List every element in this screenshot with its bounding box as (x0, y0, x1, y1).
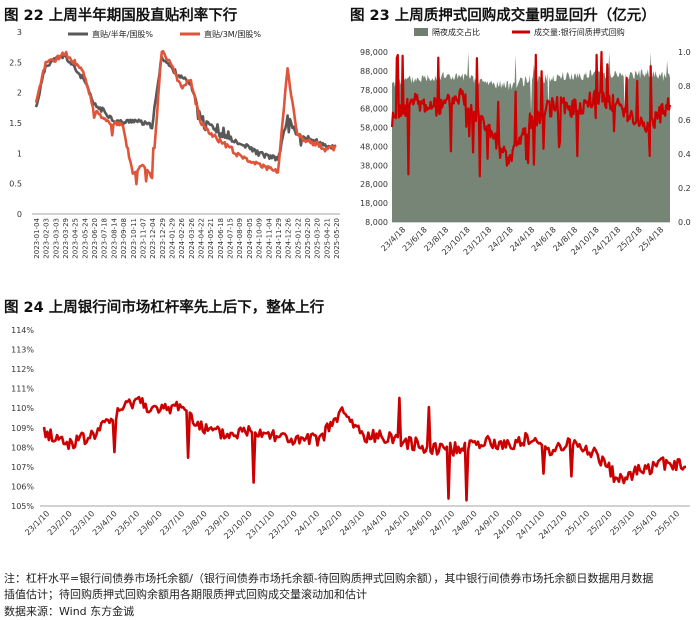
fig22-legend-label-1: 直贴/3M/国股% (204, 29, 261, 39)
fig24-y-tick-label: 114% (11, 326, 34, 335)
fig23-y-left-tick-label: 78,000 (360, 86, 388, 95)
fig23-ratio-area (392, 52, 670, 222)
fig23-y-right-tick-label: 0.8 (678, 82, 691, 91)
fig22-x-tick-label: 2023-03-03 (52, 218, 60, 259)
fig23-chart: 8,000 18,000 28,000 38,000 48,000 58,000 68,00… (360, 27, 691, 257)
fig24-y-tick-label: 111% (11, 385, 34, 394)
fig22-x-tick-label: 2024-01-29 (168, 218, 176, 259)
fig22-x-tick-label: 2023-09-08 (120, 218, 128, 259)
fig23-legend-label-line: 成交量:银行间质押式回购 (534, 27, 625, 37)
fig24-y-tick-label: 113% (11, 346, 34, 355)
fig23-y-right-tick-label: 0.6 (678, 116, 691, 125)
fig22-legend-label-0: 直贴/半年/国股% (92, 29, 153, 39)
fig23-y-left-tick-label: 28,000 (360, 180, 388, 189)
data-source: 数据来源：Wind 东方金诚 (4, 605, 135, 618)
fig22-x-tick-label: 2024-04-22 (198, 218, 206, 259)
fig23-y-left-tick-label: 18,000 (360, 199, 388, 208)
fig22-x-tick-label: 2023-08-14 (110, 217, 118, 258)
fig23-y-left-tick-label: 98,000 (360, 48, 388, 57)
fig24-y-tick-label: 107% (11, 463, 34, 472)
fig23-y-right-tick-label: 0.0 (678, 218, 691, 227)
fig23-y-left-tick-label: 38,000 (360, 161, 388, 170)
fig22-series-0-line (34, 53, 337, 162)
fig22-x-tick-label: 2023-03-29 (62, 218, 70, 259)
fig24-leverage-line (42, 395, 686, 502)
note-line-2: 插值估计；待回购质押式回购余额用各期限质押式回购成交量滚动加和估计 (4, 588, 367, 601)
fig22-x-tick-label: 2023-02-03 (43, 218, 51, 259)
fig24-y-tick-label: 112% (11, 365, 34, 374)
fig22-x-tick-label: 2023-01-04 (33, 217, 41, 258)
fig24-chart: 105% 106% 107% 108% 109% 110% 111% 112% 113% 114%… (11, 326, 690, 541)
fig22-title: 图 22 上周半年期国股直贴利率下行 (4, 8, 238, 24)
fig22-x-tick-label: 2025-04-21 (323, 218, 331, 259)
fig22-x-tick-label: 2025-01-22 (294, 218, 302, 259)
fig22-x-tick-label: 2024-02-26 (178, 217, 186, 258)
fig23-y-left-tick-label: 8,000 (365, 218, 388, 227)
fig24-y-tick-label: 105% (11, 502, 34, 511)
fig22-x-tick-label: 2024-05-21 (207, 218, 215, 259)
fig24-title: 图 24 上周银行间市场杠杆率先上后下，整体上行 (4, 300, 325, 316)
fig22-y-tick-label: 0.5 (9, 180, 22, 189)
fig24-y-tick-label: 106% (11, 482, 34, 491)
fig22-x-tick-label: 2025-03-20 (314, 218, 322, 259)
fig22-y-tick-label: 1 (17, 149, 22, 158)
fig22-x-tick-label: 2025-02-20 (304, 218, 312, 259)
fig22-x-tick-label: 2023-06-20 (91, 218, 99, 259)
fig24-y-tick-label: 109% (11, 424, 34, 433)
fig22-x-tick-label: 2023-04-25 (72, 218, 80, 259)
fig24-y-tick-label: 110% (11, 404, 34, 413)
fig22-x-tick-label: 2024-07-15 (227, 218, 235, 259)
fig22-x-tick-label: 2024-12-26 (285, 217, 293, 258)
fig22-x-tick-label: 2024-06-18 (217, 218, 225, 259)
fig22-x-tick-label: 2023-05-24 (81, 217, 89, 258)
fig22-series-1-line (34, 49, 337, 186)
fig22-x-tick-label: 2023-12-29 (159, 218, 167, 259)
fig23-y-left-tick-label: 68,000 (360, 105, 388, 114)
fig23-y-left-tick-label: 88,000 (360, 67, 388, 76)
fig23-title: 图 23 上周质押式回购成交量明显回升（亿元） (350, 8, 656, 24)
fig23-legend-swatch-area (414, 28, 428, 36)
fig24-y-tick-label: 108% (11, 443, 34, 452)
fig23-y-left-tick-label: 48,000 (360, 142, 388, 151)
fig23-volume-line (390, 50, 672, 178)
fig23-y-right-tick-label: 0.4 (678, 150, 691, 159)
fig22-x-tick-label: 2023-11-07 (139, 218, 147, 259)
fig23-y-right-tick-label: 0.2 (678, 184, 691, 193)
fig22-x-tick-label: 2024-11-29 (275, 218, 283, 259)
fig22-x-tick-label: 2024-10-09 (256, 218, 264, 259)
fig22-x-tick-label: 2023-07-18 (101, 218, 109, 259)
fig22-x-tick-label: 2024-09-05 (246, 218, 254, 259)
fig22-x-tick-label: 2023-10-11 (130, 218, 138, 259)
fig22-x-tick-label: 2023-12-04 (149, 217, 157, 258)
fig22-x-tick-label: 2024-08-09 (236, 218, 244, 259)
fig22-y-tick-label: 0 (17, 210, 22, 219)
fig22-y-tick-label: 2 (17, 89, 22, 98)
fig22-y-tick-label: 2.5 (9, 58, 22, 67)
fig22-x-tick-label: 2024-03-26 (188, 217, 196, 258)
fig23-legend-label-area: 隔夜成交占比 (432, 27, 480, 37)
fig22-x-tick-label: 2025-05-20 (333, 218, 341, 259)
fig23-y-right-tick-label: 1.0 (678, 48, 691, 57)
fig24-x-tick-label: 25/5/10 (653, 509, 681, 537)
fig23-y-left-tick-label: 58,000 (360, 124, 388, 133)
fig22-y-tick-label: 1.5 (9, 119, 22, 128)
fig22-x-tick-label: 2024-11-04 (265, 217, 273, 258)
fig22-y-tick-label: 3 (17, 28, 22, 37)
note-line-1: 注：杠杆水平=银行间债券市场托余额/（银行间债券市场托余额-待回购质押式回购余额… (4, 572, 654, 585)
